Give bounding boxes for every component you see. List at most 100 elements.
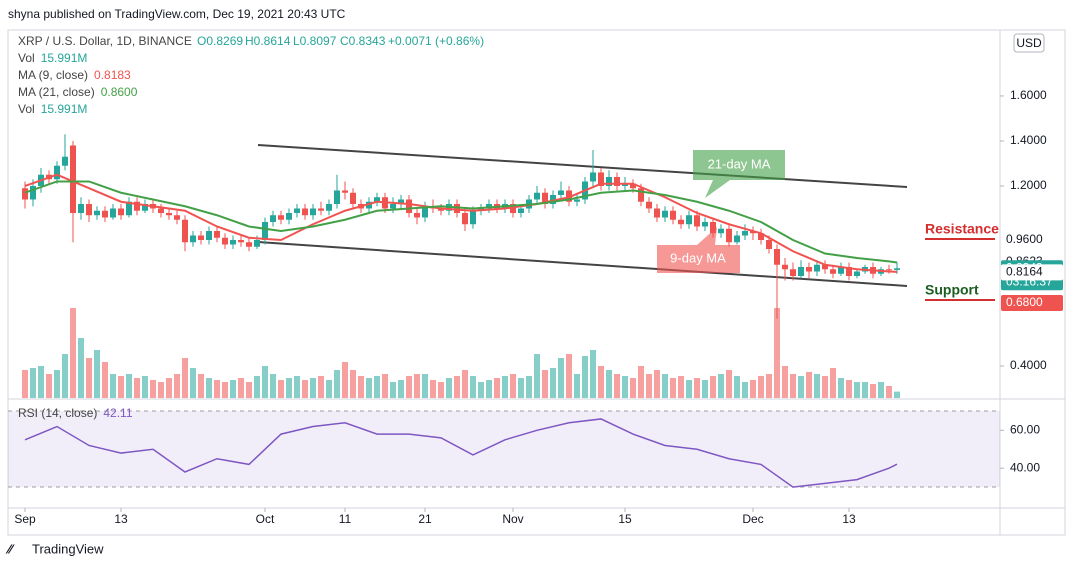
volume-bar [302,380,308,398]
candle-body [270,215,276,222]
volume-bar [862,382,868,398]
volume-bar [782,366,788,398]
volume-bar [446,378,452,398]
candle-body [606,176,612,186]
candle-body [846,267,852,277]
candle-body [542,192,548,204]
publisher: shyna published on TradingView.com, Dec … [8,7,346,21]
candle-body [806,267,812,272]
candle-body [886,269,892,271]
candle-body [742,230,748,236]
candle-body [894,268,900,270]
candle-body [278,215,284,220]
candle-body [550,194,556,204]
candle-body [310,208,316,216]
volume-bar [550,368,556,398]
volume-bar [894,391,900,398]
ohlc-open: O0.8269 [197,34,243,48]
volume-bar [110,374,116,398]
volume-bar [830,368,836,398]
volume-bar [438,382,444,398]
volume-bar [78,338,84,398]
candle-body [438,208,444,211]
candle-body [222,237,228,245]
volume-bar [318,376,324,398]
volume-bar [886,386,892,398]
candle-body [854,271,860,277]
candle-body [670,210,676,220]
candle-body [766,239,772,249]
volume-bar [86,358,92,398]
volume-bar [374,376,380,398]
ma-line [24,180,898,264]
candle-body [814,264,820,272]
volume-bar [62,354,68,398]
currency-button[interactable] [1013,33,1045,53]
legend: XRP / U.S. Dollar, 1D, BINANCE O0.8269 H… [18,34,484,48]
volume-bar [638,366,644,398]
candle-body [254,239,260,247]
candle-body [614,176,620,186]
legend-value: 15.991M [41,51,88,65]
candle-body [486,203,492,209]
candle-body [238,239,244,243]
volume-bar [102,362,108,398]
candle-body [630,183,636,189]
candle-body [638,188,644,202]
frame [7,29,1066,536]
volume-bar [486,380,492,398]
candle-body [166,212,172,216]
candle-body [726,228,732,243]
volume-bar [54,370,60,398]
candle-body [718,228,724,234]
x-tick-label: 13 [842,512,856,526]
candle-body [702,221,708,227]
candle-body [294,208,300,213]
volume-bar [502,376,508,398]
candle-body [470,210,476,225]
resistance-label: Resistance [925,221,999,237]
candle-body [662,210,668,218]
volume-bar [262,366,268,398]
volume-bar [694,378,700,398]
candle-body [214,230,220,238]
y-tick-label: 1.6000 [1010,88,1047,102]
candle-body [134,201,140,211]
volume-bar [222,382,228,398]
volume-bar [518,378,524,398]
candle-body [70,145,76,213]
legend-value: 15.991M [41,102,88,116]
currency[interactable]: USD [1016,36,1042,50]
volume-bar [142,376,148,398]
candle-body [590,172,596,182]
volume-bar [454,376,460,398]
rsi-band [8,411,1000,487]
price-tag-label: 0.6800 [1006,295,1043,309]
price-tag [1001,264,1063,281]
ohlc-close: C0.8343 [340,34,386,48]
candle-body [462,212,468,225]
candle-body [230,239,236,245]
volume-bar [574,374,580,398]
x-tick-label: Oct [256,512,275,526]
volume-bar [582,356,588,398]
brand-logo: ⁄⁄ [5,541,15,556]
candle-body [518,208,524,213]
candle-body [62,156,68,166]
change: +0.0071 (+0.86%) [388,34,484,48]
volume-bar [310,378,316,398]
volume-bar [774,308,780,398]
x-tick-label: 13 [114,512,128,526]
candle-body [598,172,604,186]
candle-body [374,197,380,202]
volume-bar [358,376,364,398]
candle-body [86,203,92,216]
candle-body [94,210,100,216]
candle-body [574,199,580,202]
volume-bar [798,376,804,398]
rsi-legend-name: RSI (14, close) [18,406,97,420]
candle-body [758,233,764,240]
candle-body [190,235,196,243]
legend-name: MA (21, close) [18,85,95,99]
